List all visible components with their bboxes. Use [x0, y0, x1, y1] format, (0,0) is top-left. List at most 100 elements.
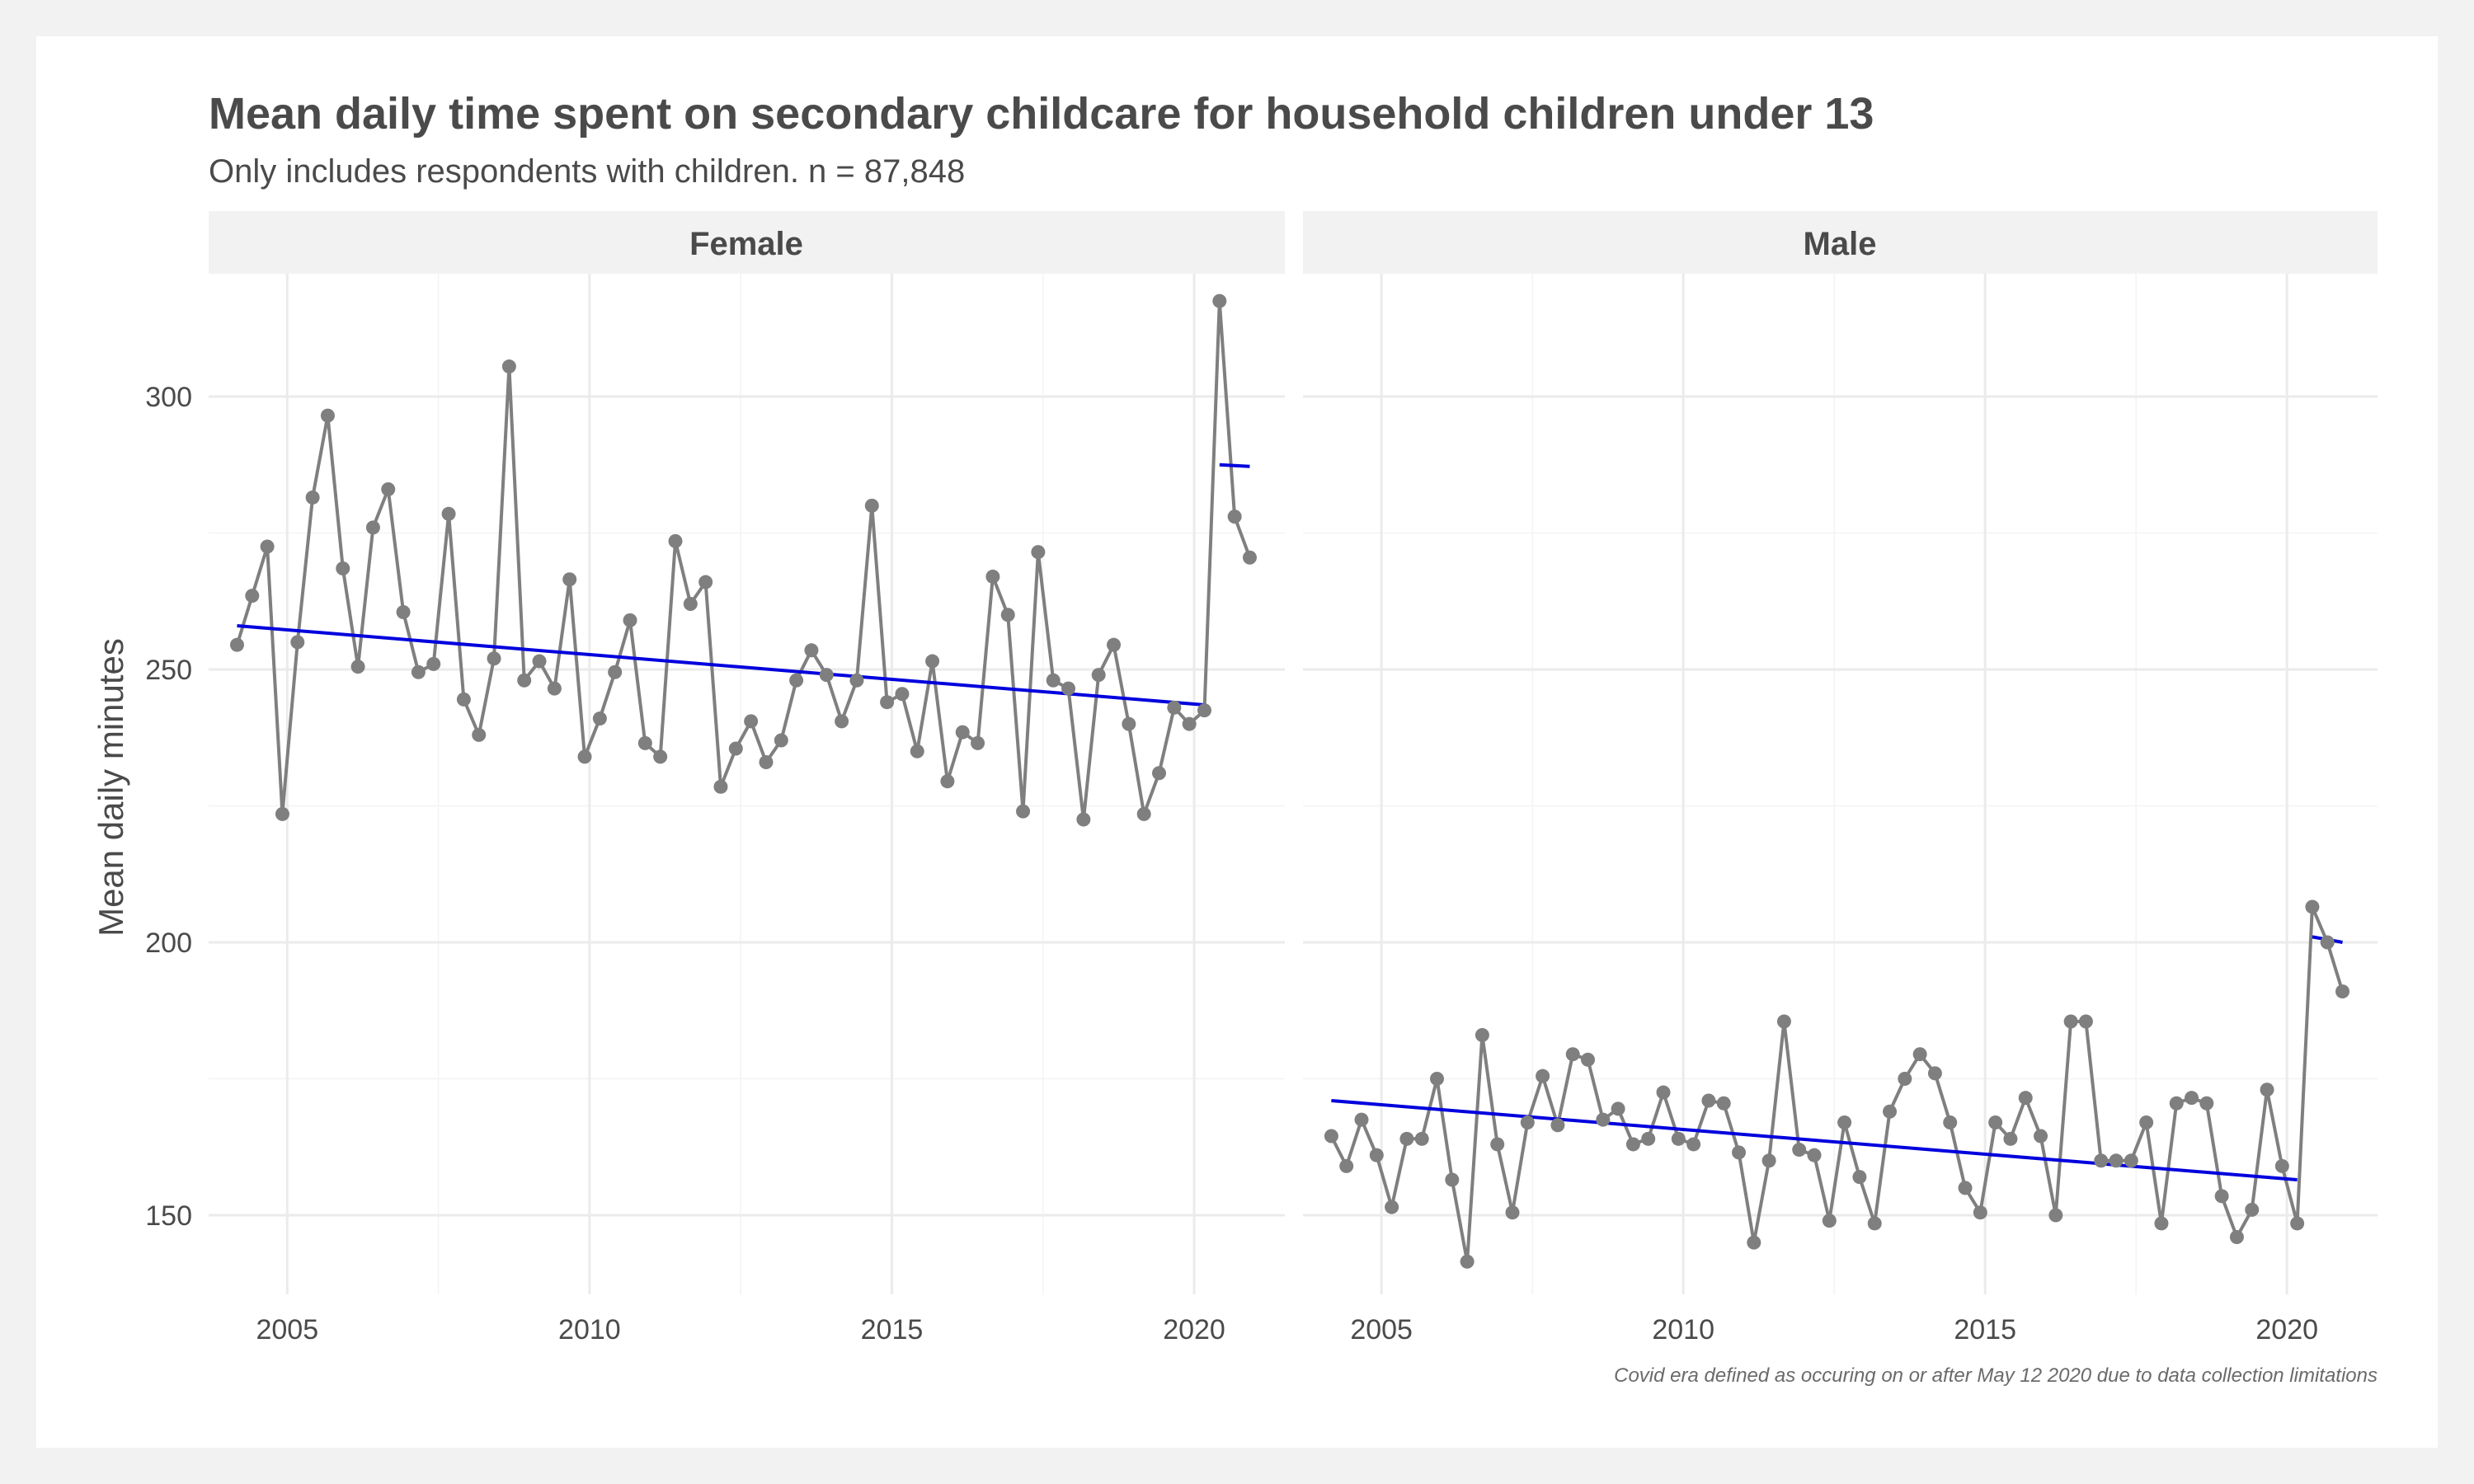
data-point-female — [985, 569, 1000, 584]
data-point-female — [804, 643, 819, 658]
data-point-male — [1807, 1148, 1822, 1162]
data-point-female — [940, 774, 955, 789]
data-point-female — [396, 604, 411, 619]
data-point-female — [547, 681, 562, 696]
data-point-male — [2034, 1129, 2048, 1144]
data-point-female — [245, 589, 260, 603]
data-point-male — [1536, 1068, 1550, 1083]
data-point-male — [2078, 1014, 2093, 1029]
data-point-female — [381, 482, 396, 497]
data-point-female — [1227, 510, 1242, 524]
data-point-female — [849, 673, 864, 688]
data-point-female — [1091, 668, 1106, 683]
y-axis-title: Mean daily minutes — [92, 638, 130, 937]
data-point-male — [1852, 1170, 1867, 1185]
data-point-female — [562, 572, 577, 587]
data-point-female — [1016, 804, 1031, 819]
data-point-female — [774, 733, 788, 748]
x-tick-label: 2015 — [1954, 1314, 2016, 1345]
data-point-female — [698, 575, 713, 589]
data-point-male — [2169, 1096, 2184, 1111]
data-point-female — [864, 498, 879, 513]
data-point-male — [1883, 1104, 1898, 1119]
data-point-male — [2094, 1153, 2109, 1168]
y-axis-ticks: 150 200 250 300 — [145, 382, 192, 1232]
data-point-male — [1445, 1172, 1460, 1187]
data-point-male — [1324, 1129, 1338, 1144]
data-point-female — [1107, 637, 1122, 652]
data-point-female — [1182, 716, 1197, 731]
data-point-female — [532, 654, 547, 669]
data-point-female — [1031, 545, 1046, 560]
data-point-male — [1475, 1028, 1489, 1043]
data-point-male — [2245, 1202, 2260, 1217]
data-point-male — [2048, 1208, 2063, 1223]
data-point-female — [637, 735, 652, 750]
data-point-female — [411, 665, 426, 679]
data-point-male — [2124, 1153, 2138, 1168]
data-point-male — [2335, 984, 2350, 999]
data-point-male — [1399, 1131, 1414, 1146]
strip-label-male: Male — [1804, 226, 1877, 262]
data-point-female — [275, 806, 289, 821]
data-point-female — [350, 660, 365, 674]
data-point-male — [1732, 1145, 1747, 1160]
data-point-male — [1943, 1115, 1958, 1129]
data-point-female — [819, 668, 834, 683]
data-point-female — [895, 687, 910, 702]
y-tick-label: 200 — [145, 928, 192, 959]
trend-line-male-1 — [1331, 1098, 2298, 1181]
x-tick-label: 2015 — [861, 1314, 924, 1345]
data-point-male — [1581, 1052, 1596, 1067]
data-point-male — [1701, 1093, 1716, 1108]
data-point-male — [2290, 1216, 2305, 1231]
data-point-female — [487, 651, 501, 666]
data-point-female — [744, 714, 759, 729]
data-point-female — [713, 779, 728, 794]
data-point-female — [320, 408, 335, 423]
data-point-male — [1671, 1131, 1686, 1146]
data-point-female — [1000, 608, 1015, 622]
data-point-female — [365, 520, 380, 535]
strip-female — [209, 211, 1285, 274]
data-point-male — [1490, 1137, 1505, 1152]
data-point-male — [1761, 1153, 1776, 1168]
data-point-male — [2109, 1153, 2124, 1168]
x-tick-label: 2010 — [558, 1314, 621, 1345]
data-point-male — [1912, 1047, 1927, 1062]
data-point-female — [290, 635, 305, 650]
panel-male — [1303, 274, 2378, 1294]
data-point-male — [1625, 1137, 1640, 1152]
data-point-female — [229, 637, 244, 652]
chart-caption: Covid era defined as occuring on or afte… — [1614, 1364, 2378, 1387]
data-point-female — [925, 654, 940, 669]
data-point-male — [1837, 1115, 1852, 1129]
panel-female — [209, 274, 1285, 1294]
data-point-male — [1988, 1115, 2003, 1129]
data-point-male — [2185, 1091, 2199, 1106]
data-point-female — [426, 656, 441, 671]
data-point-female — [472, 727, 487, 742]
data-point-male — [1385, 1200, 1399, 1214]
data-point-female — [1136, 806, 1151, 821]
data-point-male — [1611, 1101, 1625, 1116]
data-point-male — [2320, 935, 2335, 950]
data-point-female — [1061, 681, 1076, 696]
data-point-female — [1212, 294, 1227, 308]
data-point-male — [1867, 1216, 1882, 1231]
data-point-female — [728, 741, 743, 756]
data-point-male — [1430, 1071, 1445, 1086]
data-point-female — [759, 755, 774, 770]
data-point-female — [501, 359, 516, 374]
data-point-male — [1354, 1112, 1369, 1127]
data-point-male — [2154, 1216, 2169, 1231]
data-point-male — [1822, 1214, 1837, 1228]
data-point-male — [2139, 1115, 2154, 1129]
data-point-male — [1520, 1115, 1535, 1129]
data-point-male — [1565, 1047, 1580, 1062]
data-point-male — [1656, 1085, 1671, 1100]
series-line-male — [1329, 905, 2345, 1264]
data-point-female — [1122, 716, 1136, 731]
strip-male — [1303, 211, 2378, 274]
